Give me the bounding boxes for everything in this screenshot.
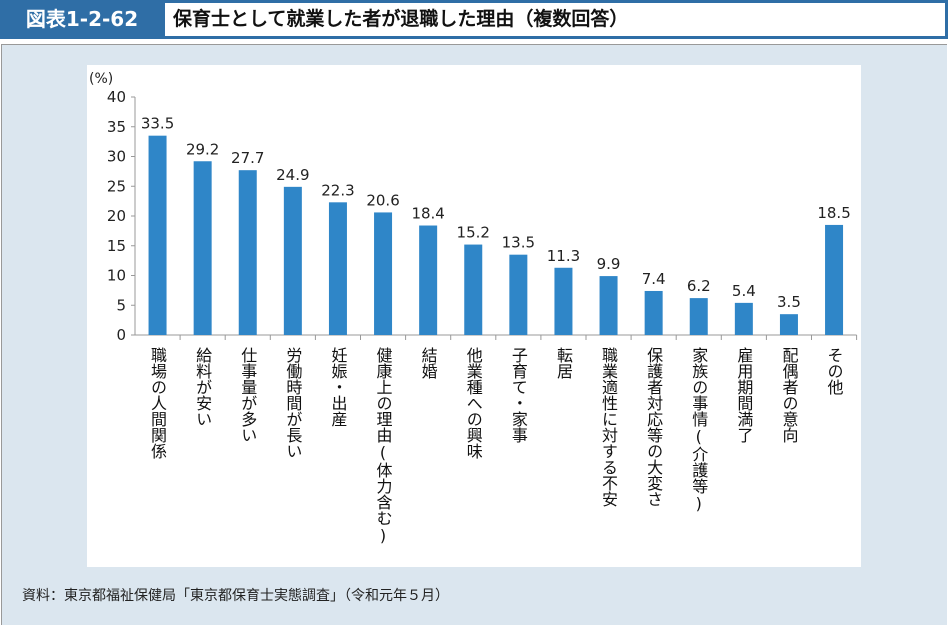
bar [644, 290, 663, 335]
category-label: その他 [825, 347, 844, 396]
category-label: 職業適性に対する不安 [599, 347, 618, 507]
category-label: 労働時間が長い [283, 347, 302, 459]
category-label: 子育て・家事 [509, 347, 528, 443]
bar [734, 302, 753, 335]
data-label: 9.9 [597, 255, 621, 273]
data-label: 13.5 [502, 234, 535, 252]
bar [238, 170, 257, 335]
category-label: 保護者対応等の大変さ [644, 347, 663, 507]
data-label: 29.2 [186, 140, 219, 158]
data-label: 18.5 [817, 204, 850, 222]
bar [193, 161, 212, 335]
bar-chart: (%) 0 5 10 15 20 25 30 35 40 33.5 職場の人間関係 29.2 給料が安い 2… [89, 71, 858, 545]
data-label: 3.5 [777, 293, 801, 311]
category-label: 雇用期間満了 [734, 347, 753, 443]
category-label: 他業種への興味 [464, 347, 483, 459]
bar [328, 202, 347, 335]
y-tick-label: 40 [107, 88, 126, 106]
y-tick-label: 30 [107, 148, 126, 166]
category-label: 転居 [554, 347, 573, 379]
figure-label: 図表1-2-62 [25, 7, 139, 31]
data-label: 20.6 [366, 191, 399, 209]
data-label: 33.5 [141, 115, 174, 133]
figure-title: 保育士として就業した者が退職した理由（複数回答） [165, 3, 945, 36]
data-label: 27.7 [231, 149, 264, 167]
bar [509, 254, 528, 335]
category-label: 配偶者の意向 [779, 347, 798, 443]
category-label: 健康上の理由(体力含む) [374, 347, 393, 545]
category-label: 給料が安い [193, 347, 212, 427]
data-label: 24.9 [276, 166, 309, 184]
chart-area: (%) 0 5 10 15 20 25 30 35 40 33.5 職場の人間関係 29.2 給料が安い 2… [87, 65, 861, 567]
source-note: 資料：東京都福祉保健局「東京都保育士実態調査」（令和元年５月） [22, 588, 449, 604]
bar [554, 267, 573, 335]
header-bar: 図表1-2-62 保育士として就業した者が退職した理由（複数回答） [0, 0, 948, 39]
category-label: 妊娠・出産 [328, 347, 347, 427]
bar [599, 276, 618, 335]
category-label: 仕事量が多い [238, 347, 257, 443]
y-tick-label: 20 [107, 207, 126, 225]
data-label: 18.4 [411, 205, 444, 223]
data-label: 6.2 [687, 277, 711, 295]
bar [825, 224, 844, 335]
data-label: 22.3 [321, 181, 354, 199]
y-tick-label: 25 [107, 177, 126, 195]
bar [419, 225, 438, 335]
y-tick-label: 10 [107, 267, 126, 285]
category-label: 家族の事情(介護等) [689, 347, 708, 513]
y-tick-label: 15 [107, 237, 126, 255]
data-label: 5.4 [732, 282, 756, 300]
data-label: 15.2 [457, 224, 490, 242]
data-label: 11.3 [547, 247, 580, 265]
category-label: 結婚 [419, 347, 438, 379]
y-tick-label: 35 [107, 118, 126, 136]
bar [689, 298, 708, 335]
y-axis-unit: (%) [89, 71, 113, 87]
bar [283, 186, 302, 335]
bar [148, 135, 167, 335]
y-tick-label: 5 [116, 296, 126, 314]
y-tick-label: 0 [116, 326, 126, 344]
category-label: 職場の人間関係 [148, 347, 167, 460]
bar [464, 244, 483, 335]
bar [779, 314, 798, 335]
data-label: 7.4 [642, 270, 666, 288]
bar [374, 212, 393, 335]
